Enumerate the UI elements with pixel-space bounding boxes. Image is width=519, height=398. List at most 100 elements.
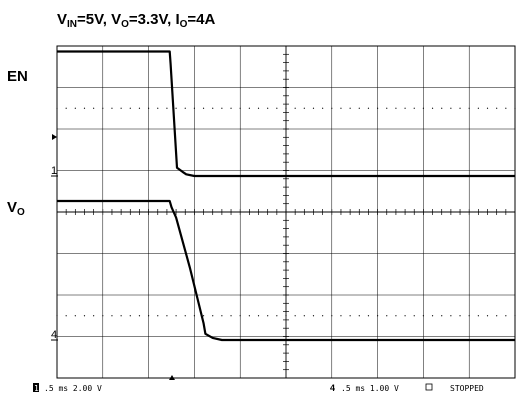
graticule-dot — [450, 315, 452, 317]
graticule-dot — [294, 315, 296, 317]
chart-title: VIN=5V, VO=3.3V, IO=4A — [57, 11, 216, 30]
graticule-dot — [175, 315, 177, 317]
graticule-dot — [312, 315, 315, 317]
graticule-dot — [248, 107, 250, 109]
graticule-dot — [377, 107, 379, 109]
graticule-dot — [102, 315, 104, 317]
graticule-dot — [120, 107, 122, 109]
graticule-dot — [111, 107, 113, 109]
graticule-dot — [83, 107, 86, 109]
graticule-dot — [459, 315, 461, 317]
graticule-dot — [285, 107, 287, 109]
graticule-dot — [276, 107, 278, 109]
graticule-dot — [431, 315, 434, 317]
graticule-dot — [221, 315, 223, 317]
graticule-dot — [441, 107, 443, 109]
graticule-dot — [395, 315, 397, 317]
ch4-ground-marker: 4 — [51, 329, 57, 341]
graticule-dot — [175, 107, 177, 109]
graticule-dot — [422, 107, 424, 109]
graticule-dot — [331, 315, 333, 317]
graticule-dot — [386, 107, 388, 109]
graticule-dot — [221, 107, 223, 109]
acquisition-status-box — [425, 383, 433, 391]
graticule-dot — [331, 107, 333, 109]
graticule-dot — [404, 315, 406, 317]
graticule-dot — [184, 315, 186, 317]
graticule-dot — [441, 315, 443, 317]
graticule-dot — [285, 315, 287, 317]
graticule-dot — [514, 315, 516, 317]
graticule-dot — [257, 315, 260, 317]
graticule-dot — [358, 107, 360, 109]
graticule-dot — [349, 315, 351, 317]
graticule-dot — [431, 107, 434, 109]
graticule-dot — [468, 315, 470, 317]
graticule-dot — [120, 315, 122, 317]
graticule-dot — [496, 107, 498, 109]
graticule-dot — [303, 107, 305, 109]
graticule-dot — [65, 315, 67, 317]
trigger-level-arrow — [52, 134, 57, 140]
graticule-dot — [166, 107, 168, 109]
scope-grid — [56, 45, 516, 379]
graticule-dot — [404, 107, 406, 109]
graticule-dot — [377, 315, 379, 317]
trigger-position-arrow — [169, 375, 175, 380]
graticule-dot — [340, 107, 342, 109]
graticule-dot — [422, 315, 424, 317]
graticule-dot — [74, 107, 76, 109]
graticule-dot — [83, 315, 86, 317]
graticule-dot — [111, 315, 113, 317]
graticule-dot — [93, 107, 95, 109]
graticule-dot — [102, 107, 104, 109]
graticule-dot — [514, 107, 516, 109]
graticule-dot — [239, 315, 241, 317]
graticule-dot — [129, 315, 131, 317]
graticule-dot — [468, 107, 470, 109]
ch1-settings-text: .5 ms 2.00 V — [44, 384, 102, 393]
vo-channel-label: VO — [7, 199, 25, 218]
graticule-dot — [138, 107, 141, 109]
graticule-dot — [93, 315, 95, 317]
graticule-dot — [386, 315, 388, 317]
graticule-dot — [257, 107, 260, 109]
graticule-dot — [322, 107, 324, 109]
graticule-dot — [129, 107, 131, 109]
graticule-dot — [505, 107, 507, 109]
graticule-dot — [230, 107, 232, 109]
graticule-dot — [367, 315, 370, 317]
graticule-dot — [486, 315, 489, 317]
ch1-indicator-box — [33, 383, 39, 392]
ch1-indicator-number: 1 — [34, 384, 39, 393]
graticule-dot — [505, 315, 507, 317]
graticule-dot — [212, 315, 214, 317]
graticule-dot — [230, 315, 232, 317]
trace-vo — [57, 199, 515, 342]
graticule-dot — [138, 315, 141, 317]
graticule-dot — [486, 107, 489, 109]
graticule-dot — [477, 107, 479, 109]
graticule-dot — [276, 315, 278, 317]
graticule-dot — [413, 107, 415, 109]
graticule-dot — [166, 315, 168, 317]
graticule-dot — [312, 107, 315, 109]
graticule-dot — [56, 315, 58, 317]
graticule-dot — [148, 107, 150, 109]
graticule-dot — [395, 107, 397, 109]
graticule-dot — [74, 315, 76, 317]
graticule-dot — [193, 315, 195, 317]
graticule-dot — [157, 107, 159, 109]
graticule-dot — [340, 315, 342, 317]
graticule-dot — [193, 107, 195, 109]
scope-traces — [57, 50, 515, 342]
graticule-dot — [367, 107, 370, 109]
graticule-dot — [56, 107, 58, 109]
graticule-dot — [202, 107, 205, 109]
graticule-dot — [239, 107, 241, 109]
graticule-dot — [477, 315, 479, 317]
graticule-dot — [496, 315, 498, 317]
trace-en — [57, 50, 515, 178]
graticule-dot — [294, 107, 296, 109]
graticule-dot — [349, 107, 351, 109]
